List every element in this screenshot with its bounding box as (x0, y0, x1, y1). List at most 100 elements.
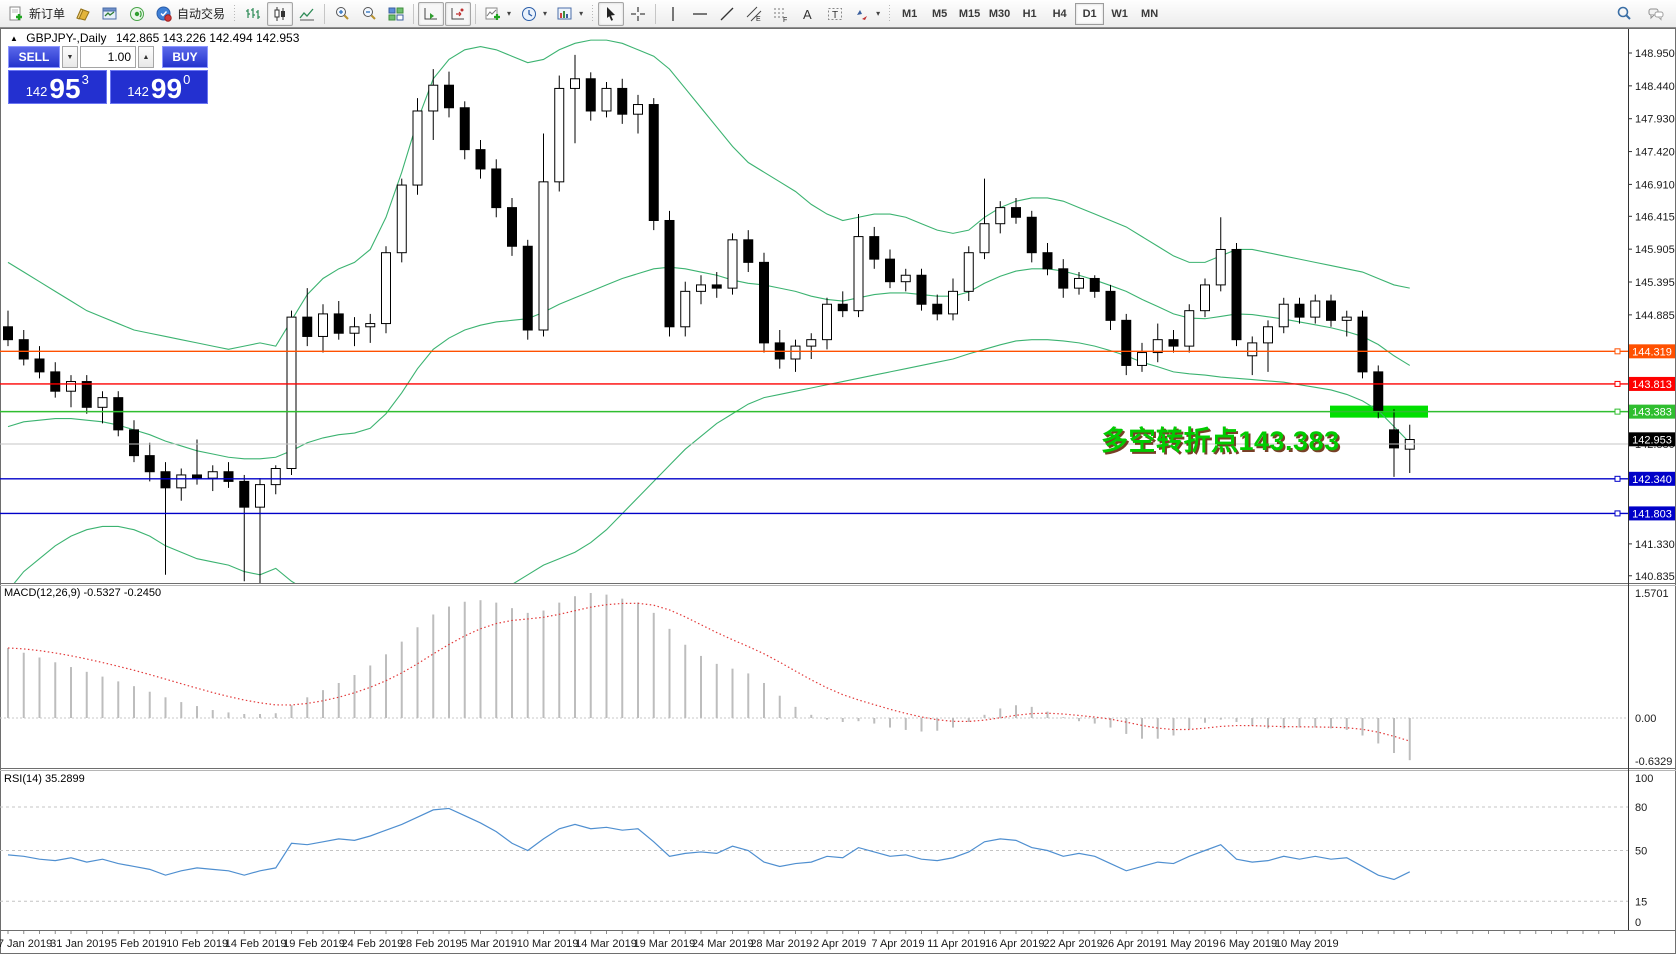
candle (963, 252, 974, 292)
signals-button[interactable] (124, 2, 150, 26)
periods-button[interactable]: ▾ (516, 2, 551, 26)
date-label: 10 Feb 2019 (166, 938, 228, 950)
pivot-annotation-text[interactable]: 多空转折点143.383 (1101, 426, 1340, 456)
candle (995, 207, 1006, 225)
line-chart-button[interactable] (294, 2, 320, 26)
new-order-button[interactable]: 新订单 (3, 2, 69, 26)
bar-chart-button[interactable] (240, 2, 266, 26)
timeframe-m5[interactable]: M5 (931, 7, 948, 20)
candle (113, 397, 124, 431)
collapse-icon[interactable]: ▲ (10, 34, 18, 43)
bar-chart-icon (246, 7, 261, 19)
text-button[interactable]: A (795, 2, 821, 26)
candle (711, 284, 722, 289)
candle (365, 323, 376, 328)
candle (381, 252, 391, 325)
svg-text:144.319: 144.319 (1632, 346, 1672, 358)
date-label: 27 Jan 2019 (0, 938, 52, 950)
timeframe-m30[interactable]: M30 (988, 7, 1011, 20)
sell-button[interactable]: SELL (8, 46, 60, 68)
candle (948, 290, 958, 315)
timeframe-h4[interactable]: H4 (1052, 7, 1067, 20)
candle (333, 313, 344, 334)
sell-price-sup: 3 (81, 72, 89, 87)
chat-button[interactable] (1643, 2, 1669, 26)
horizontal-line-141.803[interactable] (0, 510, 1628, 517)
date-label: 10 Mar 2019 (517, 938, 579, 950)
hline-price-label: 142.340 (1629, 471, 1675, 486)
search-icon (1617, 6, 1631, 20)
auto-trading-button[interactable]: 自动交易 (151, 2, 229, 26)
date-label: 28 Mar 2019 (750, 938, 812, 950)
volume-input[interactable] (80, 46, 136, 68)
chart-shift-button[interactable] (445, 1, 472, 26)
new-order-icon (9, 6, 22, 20)
indicators-button[interactable]: ▾ (480, 2, 515, 26)
zoom-in-button[interactable] (329, 2, 355, 26)
candle (1168, 339, 1179, 347)
candle (50, 371, 61, 392)
candle (1105, 290, 1116, 321)
volume-increase-button[interactable]: ▲ (138, 46, 154, 68)
crosshair-icon (631, 6, 646, 21)
cursor-button[interactable] (598, 1, 625, 26)
timeframe-w1[interactable]: W1 (1111, 7, 1128, 20)
candle (538, 181, 549, 331)
vertical-line-button[interactable] (660, 2, 686, 26)
chart-window-button[interactable] (97, 2, 123, 26)
rsi-indicator (0, 806, 1628, 902)
toolbar-separator (475, 3, 477, 24)
horizontal-line-142.340[interactable] (0, 475, 1628, 482)
chart-window-icon (102, 7, 117, 19)
candle (129, 429, 139, 457)
candle (176, 474, 187, 489)
timeframe-h1[interactable]: H1 (1022, 7, 1037, 20)
candle (491, 168, 502, 209)
rsi-indicator-label: RSI(14) 35.2899 (4, 773, 85, 785)
candlestick-chart-button[interactable] (267, 1, 294, 26)
timeframe-m1[interactable]: M1 (901, 7, 918, 20)
auto-scroll-button[interactable] (418, 1, 445, 26)
templates-button[interactable]: ▾ (552, 2, 587, 26)
price-tick-label: 140.835 (1635, 571, 1675, 583)
hline-price-label: 141.803 (1629, 506, 1675, 521)
date-label: 10 May 2019 (1275, 938, 1339, 950)
tile-windows-button[interactable] (383, 2, 409, 26)
buy-price-main: 99 (150, 73, 183, 105)
fibonacci-button[interactable]: F (768, 2, 794, 26)
toolbar-separator (655, 3, 657, 24)
text-label-button[interactable]: T (822, 2, 848, 26)
arrows-button[interactable]: ▾ (849, 2, 884, 26)
svg-text:T: T (832, 10, 838, 21)
auto-trading-icon (156, 6, 172, 22)
dropdown-caret: ▾ (543, 9, 548, 18)
trendline-button[interactable] (714, 2, 740, 26)
sell-price-main: 95 (49, 73, 81, 105)
candle (286, 316, 297, 470)
timeframe-mn[interactable]: MN (1141, 7, 1159, 20)
buy-button[interactable]: BUY (162, 46, 208, 68)
horizontal-line-button[interactable] (687, 2, 713, 26)
sell-price-box[interactable]: 142 95 3 (8, 70, 107, 104)
crosshair-button[interactable] (625, 2, 651, 26)
horizontal-line-144.319[interactable] (0, 348, 1628, 355)
svg-text:F: F (783, 17, 787, 23)
timeframe-m15[interactable]: M15 (958, 7, 981, 20)
macd-axis-label: 0.00 (1635, 713, 1656, 725)
candle (633, 104, 643, 115)
buy-price-box[interactable]: 142 99 0 (109, 70, 208, 105)
timeframe-d1[interactable]: D1 (1075, 2, 1105, 25)
zoom-out-button[interactable] (356, 2, 382, 26)
horizontal-line-143.383[interactable] (0, 408, 1628, 415)
candle (160, 471, 171, 489)
search-button[interactable] (1611, 2, 1637, 26)
profiles-button[interactable] (70, 2, 96, 26)
price-axis[interactable]: 148.950 148.440 147.930 147.420 146.910 146.4… (1628, 29, 1675, 930)
equidistant-channel-button[interactable]: E (741, 2, 767, 26)
horizontal-line-143.813[interactable] (0, 380, 1628, 387)
candle (349, 326, 360, 334)
volume-decrease-button[interactable]: ▼ (62, 46, 78, 68)
candle (255, 484, 265, 508)
